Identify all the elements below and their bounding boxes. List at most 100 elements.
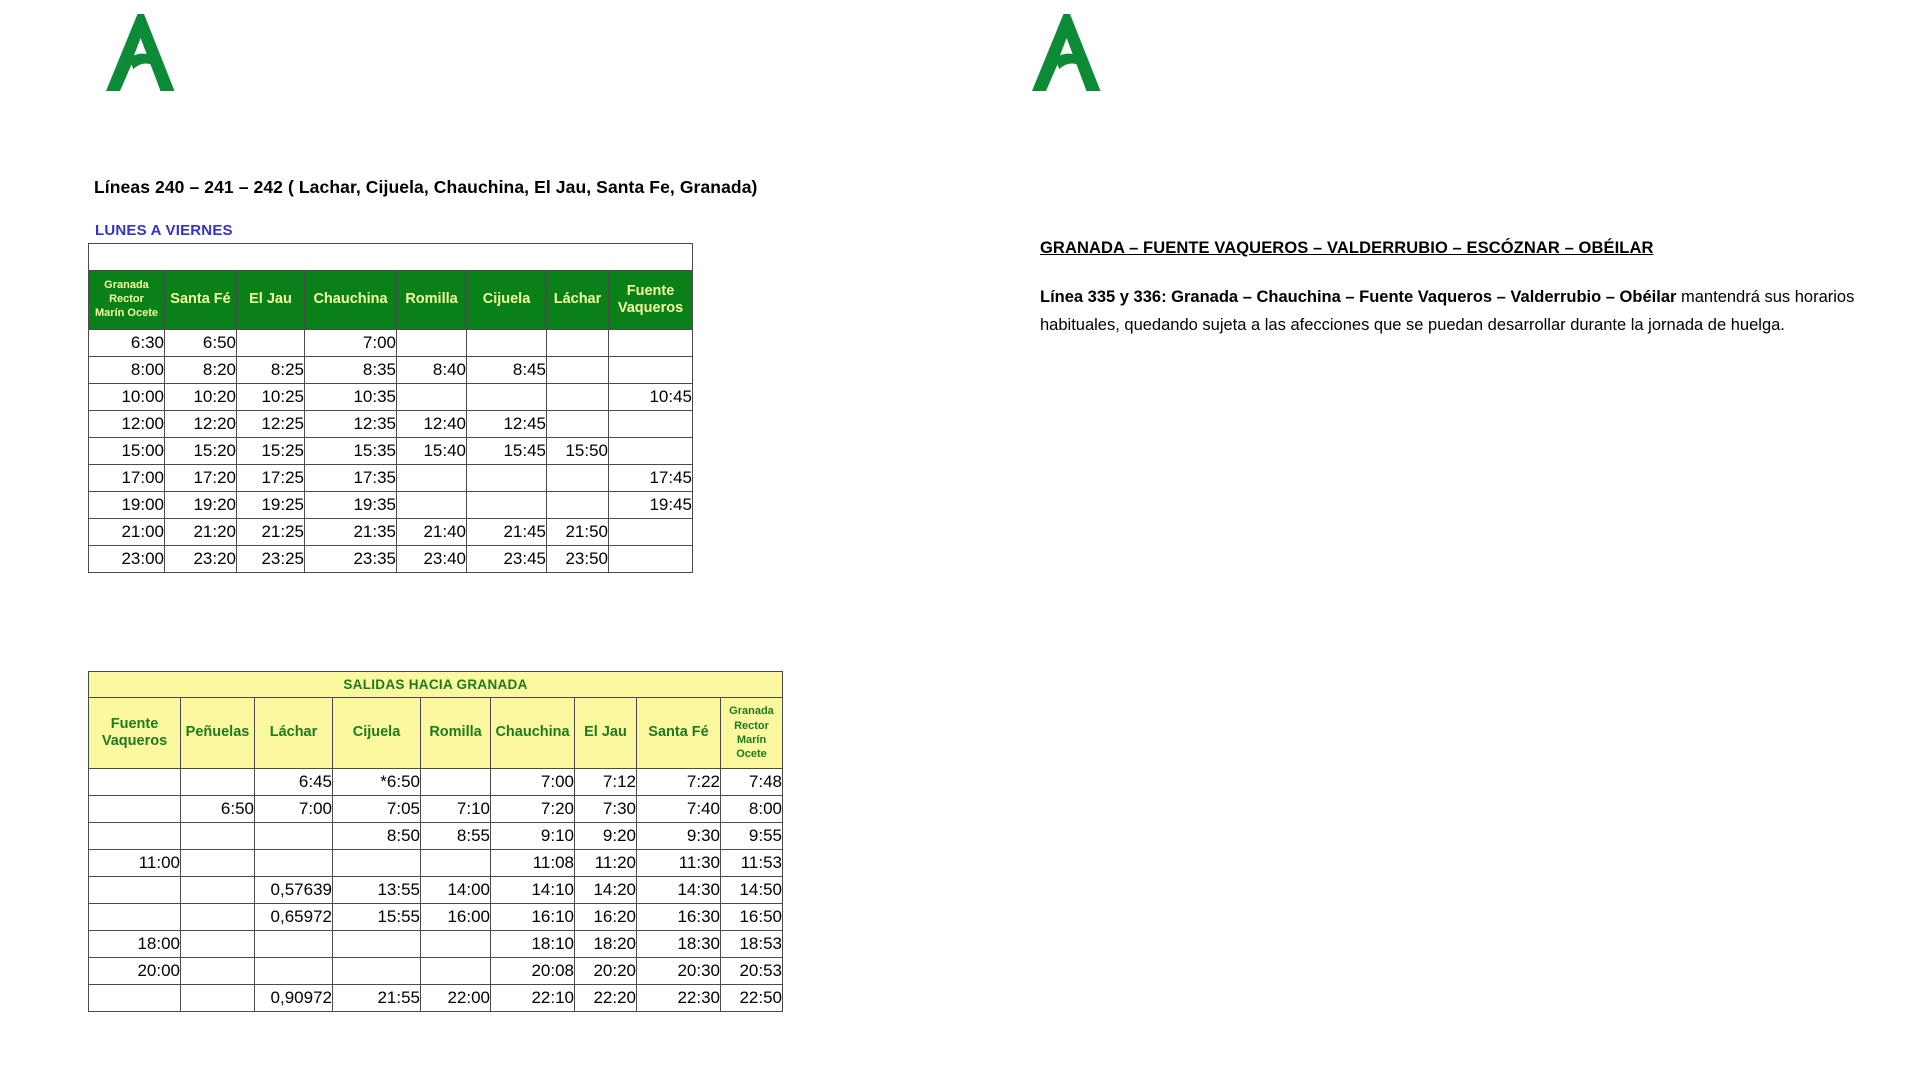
time-cell: 7:10 bbox=[420, 795, 491, 823]
time-cell: 8:00 bbox=[720, 795, 783, 823]
time-cell: 14:30 bbox=[636, 876, 721, 904]
time-cell: 19:45 bbox=[608, 491, 693, 519]
outbound-schedule-table: Granada Rector Marín Ocete Santa Fé El Jau Ch… bbox=[88, 243, 693, 573]
empty-cell bbox=[396, 491, 467, 519]
table-banner-row: SALIDAS HACIA GRANADA bbox=[88, 671, 783, 698]
time-cell: 14:00 bbox=[420, 876, 491, 904]
column-header-santa-f: Santa Fé bbox=[636, 697, 721, 769]
table-row: 18:00 18:10 18:20 18:30 18:53 bbox=[88, 930, 783, 958]
page-title: Líneas 240 – 241 – 242 ( Lachar, Cijuela… bbox=[94, 177, 758, 197]
time-cell: 7:00 bbox=[490, 768, 575, 796]
time-cell: 18:10 bbox=[490, 930, 575, 958]
time-cell: 16:20 bbox=[574, 903, 637, 931]
weekday-label: LUNES A VIERNES bbox=[95, 222, 233, 239]
time-cell: 13:55 bbox=[332, 876, 421, 904]
table-row: 12:00 12:20 12:25 12:35 12:40 12:45 bbox=[88, 410, 693, 438]
time-cell: 21:40 bbox=[396, 518, 467, 546]
empty-cell bbox=[88, 984, 181, 1012]
time-cell: 15:55 bbox=[332, 903, 421, 931]
time-cell: 22:20 bbox=[574, 984, 637, 1012]
empty-cell bbox=[332, 849, 421, 877]
column-header-cijuela: Cijuela bbox=[332, 697, 421, 769]
time-cell: 21:20 bbox=[164, 518, 237, 546]
time-cell: 15:00 bbox=[88, 437, 165, 465]
empty-cell bbox=[546, 410, 609, 438]
empty-cell bbox=[254, 930, 333, 958]
time-cell: 18:53 bbox=[720, 930, 783, 958]
time-cell: 14:10 bbox=[490, 876, 575, 904]
time-cell: 15:45 bbox=[466, 437, 547, 465]
time-cell: 18:20 bbox=[574, 930, 637, 958]
time-cell: 14:50 bbox=[720, 876, 783, 904]
andalucia-a-icon bbox=[106, 14, 175, 91]
time-cell: 9:10 bbox=[490, 822, 575, 850]
empty-cell bbox=[466, 329, 547, 357]
empty-cell bbox=[88, 822, 181, 850]
empty-cell bbox=[180, 930, 255, 958]
empty-cell bbox=[332, 930, 421, 958]
empty-cell bbox=[546, 491, 609, 519]
column-header-granada-rector-mar-n-ocete: Granada Rector Marín Ocete bbox=[720, 697, 783, 769]
time-cell: 19:00 bbox=[88, 491, 165, 519]
time-cell: 0,57639 bbox=[254, 876, 333, 904]
empty-cell bbox=[546, 356, 609, 384]
table-row: 17:00 17:20 17:25 17:35 17:45 bbox=[88, 464, 693, 492]
column-header-granada-rector-mar-n-ocete: Granada Rector Marín Ocete bbox=[88, 270, 165, 330]
empty-cell bbox=[466, 383, 547, 411]
time-cell: 8:50 bbox=[332, 822, 421, 850]
time-cell: 19:35 bbox=[304, 491, 397, 519]
inbound-schedule-table: SALIDAS HACIA GRANADA Fuente Vaqueros Peñue… bbox=[88, 671, 783, 1012]
empty-cell bbox=[254, 849, 333, 877]
empty-cell bbox=[608, 356, 693, 384]
empty-cell bbox=[608, 518, 693, 546]
empty-cell bbox=[88, 876, 181, 904]
time-cell: 10:25 bbox=[236, 383, 305, 411]
empty-cell bbox=[608, 545, 693, 573]
time-cell: 22:30 bbox=[636, 984, 721, 1012]
time-cell: 18:30 bbox=[636, 930, 721, 958]
time-cell: 12:45 bbox=[466, 410, 547, 438]
empty-cell bbox=[608, 437, 693, 465]
time-cell: 15:35 bbox=[304, 437, 397, 465]
empty-cell bbox=[466, 464, 547, 492]
time-cell: 17:35 bbox=[304, 464, 397, 492]
empty-cell bbox=[180, 957, 255, 985]
column-header-pe-uelas: Peñuelas bbox=[180, 697, 255, 769]
route-notice-paragraph: Línea 335 y 336: Granada – Chauchina – F… bbox=[1040, 283, 1862, 340]
table-header-row: Fuente Vaqueros Peñuelas Láchar Cijuela Romil… bbox=[88, 697, 783, 769]
column-header-fuente-vaqueros: Fuente Vaqueros bbox=[88, 697, 181, 769]
empty-cell bbox=[546, 329, 609, 357]
time-cell: 8:55 bbox=[420, 822, 491, 850]
time-cell: 17:25 bbox=[236, 464, 305, 492]
time-cell: 22:10 bbox=[490, 984, 575, 1012]
empty-cell bbox=[396, 383, 467, 411]
time-cell: 23:45 bbox=[466, 545, 547, 573]
time-cell: 12:00 bbox=[88, 410, 165, 438]
time-cell: 7:00 bbox=[254, 795, 333, 823]
table-row: 6:50 7:00 7:05 7:10 7:20 7:30 7:40 8:00 bbox=[88, 795, 783, 823]
route-heading: GRANADA – FUENTE VAQUEROS – VALDERRUBIO … bbox=[1040, 239, 1654, 257]
route-notice-bold: Línea 335 y 336: Granada – Chauchina – F… bbox=[1040, 288, 1677, 306]
empty-cell bbox=[546, 464, 609, 492]
empty-cell bbox=[332, 957, 421, 985]
time-cell: 7:30 bbox=[574, 795, 637, 823]
empty-cell bbox=[396, 329, 467, 357]
time-cell: 6:50 bbox=[164, 329, 237, 357]
time-cell: 15:20 bbox=[164, 437, 237, 465]
empty-cell bbox=[608, 329, 693, 357]
empty-cell bbox=[254, 957, 333, 985]
time-cell: 16:10 bbox=[490, 903, 575, 931]
empty-cell bbox=[254, 822, 333, 850]
time-cell: 17:45 bbox=[608, 464, 693, 492]
time-cell: 7:22 bbox=[636, 768, 721, 796]
time-cell: 11:20 bbox=[574, 849, 637, 877]
empty-cell bbox=[180, 849, 255, 877]
junta-de-andalucia-logo-left bbox=[104, 12, 176, 94]
andalucia-a-icon bbox=[1032, 14, 1101, 91]
time-cell: 21:35 bbox=[304, 518, 397, 546]
time-cell: 7:00 bbox=[304, 329, 397, 357]
time-cell: 20:30 bbox=[636, 957, 721, 985]
table-row: 20:00 20:08 20:20 20:30 20:53 bbox=[88, 957, 783, 985]
table-row: 10:00 10:20 10:25 10:35 10:45 bbox=[88, 383, 693, 411]
